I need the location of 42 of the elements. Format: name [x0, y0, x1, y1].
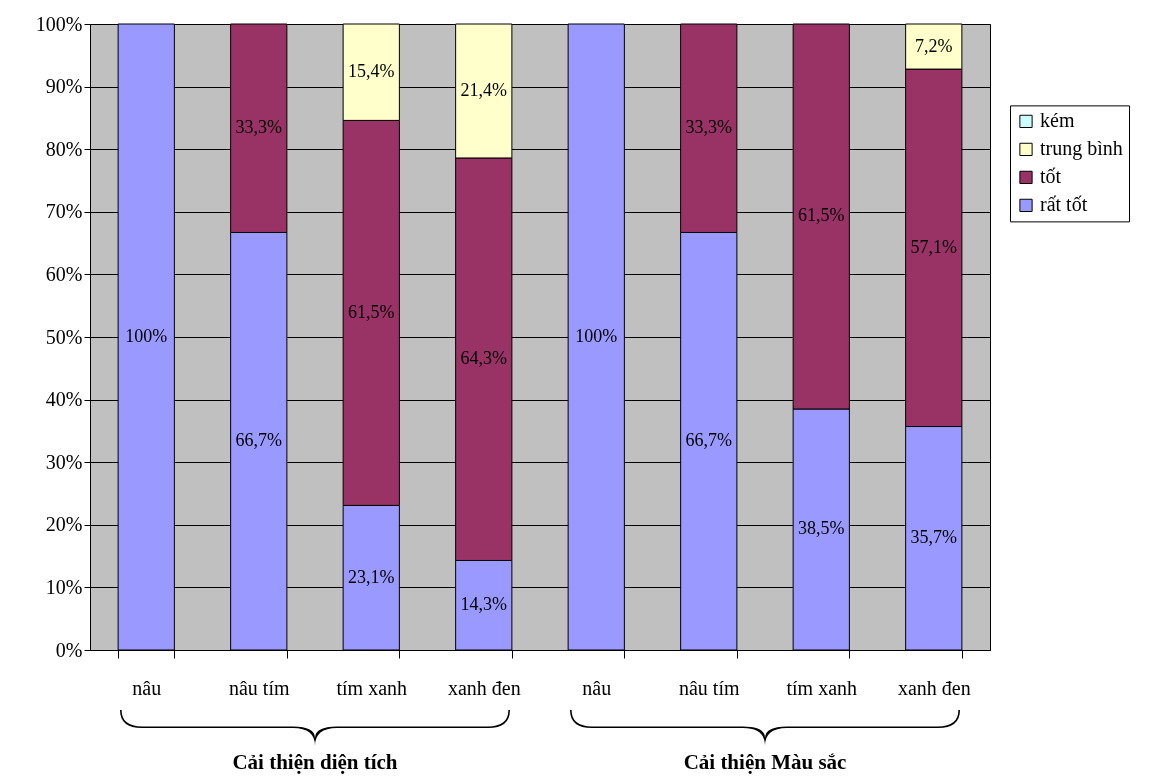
data-label: 15,4% — [348, 61, 395, 82]
data-label: 35,7% — [910, 527, 957, 548]
data-label: 64,3% — [460, 348, 507, 369]
y-tick-label: 90% — [45, 75, 83, 98]
legend-label: rất tốt — [1040, 193, 1088, 216]
x-tick-label: xanh đen — [447, 676, 521, 699]
y-tick-label: 50% — [45, 325, 83, 348]
data-label: 33,3% — [235, 117, 282, 138]
data-label: 21,4% — [460, 79, 507, 100]
x-tick-label: tím xanh — [336, 676, 408, 699]
text: Cải thiện diện tích — [232, 750, 398, 775]
y-tick-label: 30% — [45, 450, 83, 473]
data-label: 66,7% — [235, 430, 282, 451]
data-label: 38,5% — [798, 518, 845, 539]
y-tick-label: 70% — [45, 200, 83, 223]
data-label: 61,5% — [798, 205, 845, 226]
data-label: 57,1% — [910, 236, 957, 257]
x-tick-label: nâu — [582, 676, 612, 699]
x-tick-label: nâu tím — [678, 676, 740, 699]
data-label: 7,2% — [915, 35, 953, 56]
y-tick-label: 60% — [45, 262, 83, 285]
data-label: 33,3% — [685, 117, 732, 138]
x-tick-label: nâu — [132, 676, 162, 699]
data-label: 100% — [575, 326, 618, 346]
y-tick-label: 100% — [35, 12, 83, 35]
data-label: 100% — [125, 326, 168, 346]
legend-label: trung bình — [1040, 137, 1123, 161]
x-tick-label: tím xanh — [786, 676, 858, 699]
y-tick-label: 20% — [45, 513, 83, 536]
legend-label: kém — [1040, 109, 1075, 132]
data-label: 66,7% — [685, 430, 732, 451]
x-tick-label: nâu tím — [228, 676, 290, 699]
y-tick-label: 40% — [45, 388, 83, 411]
data-label: 23,1% — [348, 566, 395, 587]
text: Cải thiện Màu sắc — [683, 750, 847, 775]
y-tick-label: 10% — [45, 575, 83, 598]
data-label: 14,3% — [460, 594, 507, 615]
legend-label: tốt — [1040, 165, 1062, 188]
y-tick-label: 80% — [45, 137, 83, 160]
x-tick-label: xanh đen — [897, 676, 971, 699]
data-label: 61,5% — [348, 301, 395, 322]
y-tick-label: 0% — [55, 638, 83, 661]
